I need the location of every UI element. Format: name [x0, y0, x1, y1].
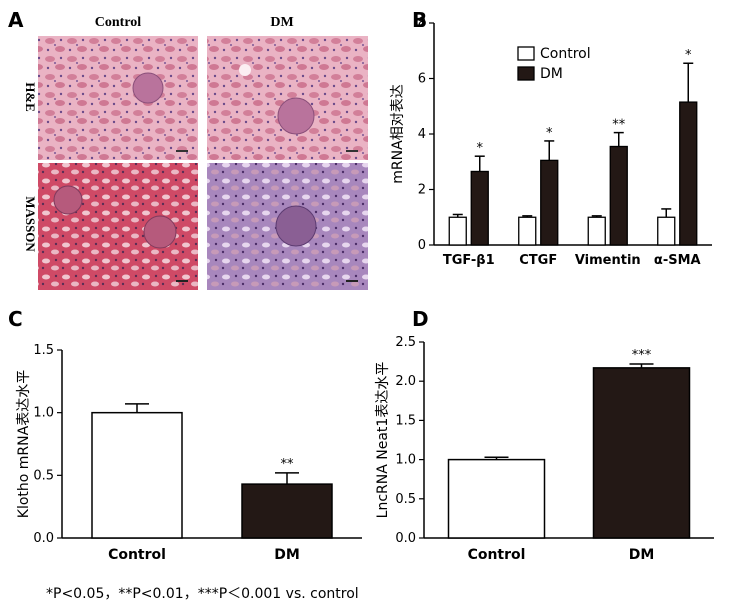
bar-dm	[470, 170, 489, 246]
y-axis-label: Klotho mRNA表达水平	[16, 370, 32, 518]
y-tick-label: 4	[418, 127, 426, 142]
y-tick-label: 0	[418, 238, 426, 253]
significance-label: ***	[632, 348, 652, 363]
bar-dm	[609, 145, 628, 246]
panel-b-letter: B	[412, 8, 427, 32]
bar-control	[657, 216, 676, 246]
significance-label: *	[477, 141, 484, 156]
bar-dm	[679, 101, 698, 246]
bar-dm	[592, 367, 691, 539]
y-tick-label: 1.0	[33, 406, 54, 421]
bar-control	[587, 216, 606, 246]
y-tick-label: 1.5	[33, 343, 54, 358]
panel-a-letter: A	[8, 8, 24, 32]
legend-swatch	[517, 46, 535, 61]
significance-label: **	[281, 457, 295, 472]
bar-control	[447, 458, 546, 539]
significance-label: **	[612, 118, 626, 133]
y-tick-label: 0.5	[33, 468, 54, 483]
bar-control	[448, 216, 467, 246]
y-tick-label: 2	[418, 183, 426, 198]
significance-label: *	[546, 126, 553, 141]
y-axis-label: LncRNA Neat1表达水平	[375, 362, 391, 519]
figure-canvas: A Control DM H&E MASSON B C D 0 2 4 6 8 mRNA相…	[8, 8, 714, 563]
bar-control	[518, 216, 537, 246]
panel-c-letter: C	[8, 307, 23, 331]
significance-label: *	[685, 48, 692, 63]
x-tick-label: DM	[629, 547, 655, 563]
bar-dm	[540, 159, 559, 246]
x-tick-label: Vimentin	[575, 253, 641, 268]
micrograph-masson-dm	[207, 163, 368, 290]
micrograph-masson-control	[38, 163, 198, 290]
panel-a-row-label-masson: MASSON	[23, 196, 38, 252]
x-tick-label: TGF-β1	[443, 253, 495, 268]
chart-d: 0.0 0.5 1.0 1.5 2.0 2.5 LncRNA Neat1表达水平 Contro…	[375, 335, 714, 563]
y-tick-label: 8	[418, 16, 426, 31]
y-tick-label: 0.0	[33, 531, 54, 546]
x-tick-label: Control	[468, 547, 526, 563]
x-tick-label: CTGF	[519, 253, 557, 268]
legend-swatch	[517, 66, 535, 81]
y-tick-label: 2.0	[395, 374, 416, 389]
micrograph-he-dm	[207, 36, 368, 160]
x-tick-label: α-SMA	[654, 253, 701, 268]
y-tick-label: 6	[418, 72, 426, 87]
y-tick-label: 0.5	[395, 492, 416, 507]
y-tick-label: 0.0	[395, 531, 416, 546]
bar-control	[91, 411, 183, 539]
y-tick-label: 1.5	[395, 413, 416, 428]
micrograph-he-control	[38, 36, 198, 160]
x-tick-label: DM	[274, 547, 300, 563]
bar-dm	[241, 483, 333, 539]
panel-a-col-label-dm: DM	[270, 15, 293, 30]
chart-b: 0 2 4 6 8 mRNA相对表达 * TGF-β1 * CTGF ** Vimentin * α-SM…	[390, 16, 712, 268]
y-tick-label: 2.5	[395, 335, 416, 350]
panel-d-letter: D	[412, 307, 429, 331]
panel-a-row-label-he: H&E	[23, 82, 38, 112]
y-axis-label: mRNA相对表达	[390, 84, 406, 183]
footnote: *P<0.05，**P<0.01，***P＜0.001 vs. control	[46, 586, 359, 602]
x-tick-label: Control	[108, 547, 166, 563]
panel-a-col-label-control: Control	[95, 15, 142, 30]
legend-label: Control	[540, 46, 591, 62]
legend-label: DM	[540, 66, 563, 82]
y-tick-label: 1.0	[395, 453, 416, 468]
